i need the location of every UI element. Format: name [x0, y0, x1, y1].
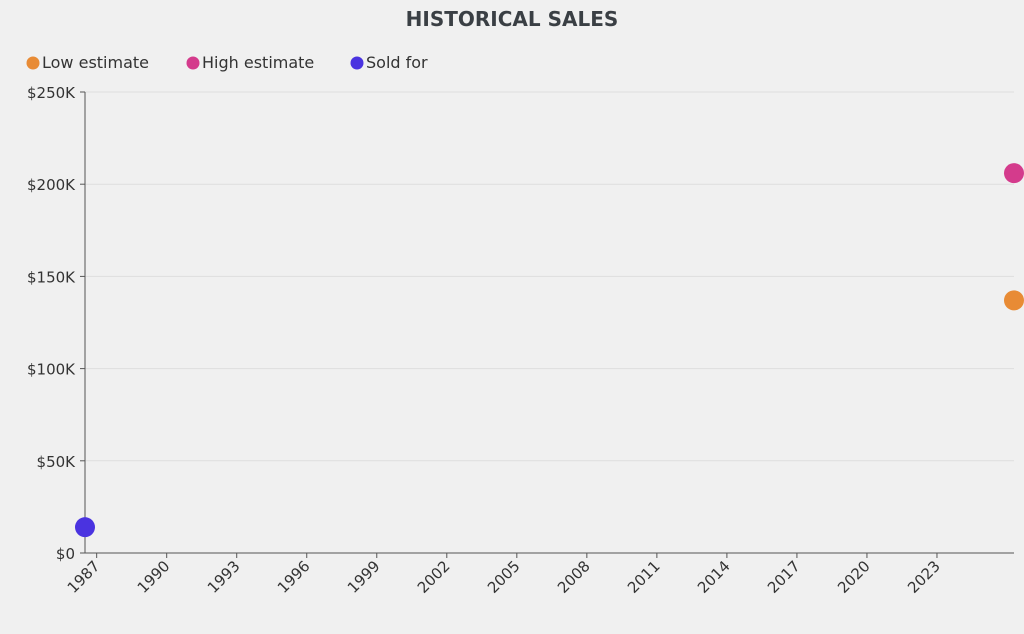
x-tick-label: 2011: [624, 557, 664, 597]
chart-title: HISTORICAL SALES: [406, 7, 619, 31]
x-tick-label: 2002: [414, 557, 454, 597]
legend-label-0: Low estimate: [42, 53, 149, 72]
data-point-high-estimate: [1004, 163, 1024, 184]
x-tick-label: 2023: [904, 557, 944, 597]
x-tick-label: 1987: [64, 557, 104, 597]
axes: $0 $50K $100K $150K $200K $250K 1987 1990 1993 19…: [27, 84, 1014, 597]
legend: Low estimate High estimate Sold for: [26, 53, 428, 72]
x-tick-label: 2008: [554, 557, 594, 597]
grid: [85, 91, 1014, 462]
legend-marker-2: [350, 56, 364, 70]
x-tick-label: 1993: [204, 557, 244, 597]
y-tick-label: $150K: [27, 268, 76, 286]
legend-label-1: High estimate: [202, 53, 314, 72]
y-tick-label: $50K: [37, 453, 77, 471]
legend-marker-1: [186, 56, 200, 70]
y-tick-label: $200K: [27, 176, 76, 194]
legend-label-2: Sold for: [366, 53, 428, 72]
x-tick-label: 1999: [344, 557, 384, 597]
x-tick-label: 2014: [694, 557, 734, 597]
data-point-sold-for: [75, 517, 95, 538]
x-tick-label: 2020: [834, 557, 874, 597]
y-tick-label: $0: [56, 545, 75, 563]
legend-marker-0: [26, 56, 40, 70]
x-tick-label: 2017: [764, 557, 804, 597]
y-tick-label: $100K: [27, 361, 76, 379]
x-tick-label: 1990: [134, 557, 174, 597]
x-tick-label: 1996: [274, 557, 314, 597]
y-tick-label: $250K: [27, 84, 76, 102]
points: [75, 163, 1024, 538]
x-tick-label: 2005: [484, 557, 524, 597]
data-point-low-estimate: [1004, 290, 1024, 311]
